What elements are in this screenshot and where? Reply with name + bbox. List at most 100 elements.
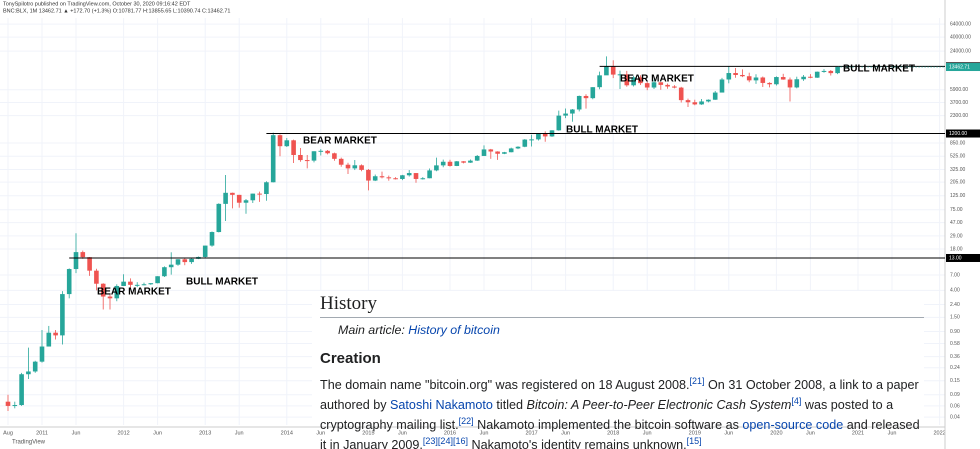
x-tick-label: 2022 [933, 430, 945, 436]
main-article: Main article: History of bitcoin [338, 323, 924, 337]
x-tick-label: Jun [643, 430, 652, 436]
ref[interactable]: [23][24][16] [422, 435, 468, 446]
candle-body [148, 283, 154, 285]
candle-body [563, 113, 568, 116]
x-tick-label: 2019 [689, 430, 701, 436]
price-tag [946, 63, 980, 72]
candle-body [73, 252, 79, 270]
candle-body [468, 160, 473, 163]
x-tick-label: Aug [3, 430, 13, 436]
x-tick-label: Jun [724, 430, 733, 436]
candle-body [794, 79, 800, 88]
candle-body [699, 101, 704, 105]
annotation: BULL MARKET [843, 64, 915, 75]
candle-body [610, 66, 616, 75]
x-tick-label: Jun [806, 430, 815, 436]
candle-body [454, 161, 460, 166]
candle-body [760, 77, 766, 83]
link[interactable]: History of bitcoin [408, 323, 500, 337]
candle-body [155, 276, 160, 284]
level-tag-label: 13.00 [949, 255, 962, 261]
candle-body [672, 86, 677, 88]
candle-body [66, 269, 72, 295]
candle-body [352, 165, 358, 169]
paragraph: The domain name "bitcoin.org" was regist… [320, 375, 924, 449]
candle-body [712, 92, 718, 100]
candle-body [141, 284, 147, 286]
candle-body [372, 176, 378, 181]
y-tick-label: 0.06 [950, 403, 960, 409]
candle-body [787, 79, 793, 88]
annotation: BULL MARKET [186, 277, 258, 288]
candle-body [270, 135, 276, 183]
candle-body [746, 76, 752, 81]
ref[interactable]: [22] [458, 415, 474, 426]
candle-body [740, 74, 745, 77]
candle-body [658, 82, 664, 85]
candle-body [576, 95, 582, 110]
candle-body [87, 257, 92, 271]
candle-body [379, 176, 385, 178]
x-tick-label: Jun [480, 430, 489, 436]
candle-body [345, 164, 351, 169]
candle-body [134, 284, 140, 286]
candle-body [406, 173, 412, 176]
candle-body [542, 133, 548, 137]
candle-body [719, 79, 725, 93]
y-tick-label: 0.04 [950, 414, 960, 420]
title: Bitcoin: A Peer-to-Peer Electronic Cash … [526, 398, 792, 412]
y-tick-label: 0.36 [950, 354, 960, 360]
link[interactable]: Satoshi Nakamoto [390, 398, 493, 412]
y-tick-label: 3700.00 [950, 100, 968, 106]
candle-body [359, 165, 364, 170]
y-tick-label: 7.00 [950, 272, 960, 278]
candle-body [332, 153, 337, 159]
candle-body [26, 371, 31, 375]
y-tick-label: 325.00 [950, 167, 966, 173]
ref[interactable]: [21] [689, 375, 705, 386]
candle-body [447, 161, 453, 166]
ref[interactable]: [15] [686, 435, 702, 446]
candle-body [583, 95, 589, 99]
candle-body [162, 267, 167, 277]
x-tick-label: Jun [316, 430, 325, 436]
candle-body [107, 296, 113, 299]
x-tick-label: 2011 [36, 430, 48, 436]
y-tick-label: 5900.00 [950, 87, 968, 93]
x-tick-label: Jun [235, 430, 244, 436]
candle-body [678, 87, 684, 101]
subheading: Creation [320, 350, 381, 367]
candle-body [502, 152, 507, 154]
candle-body [277, 135, 283, 147]
x-tick-label: 2018 [607, 430, 619, 436]
y-tick-label: 125.00 [950, 193, 966, 199]
candle-body [808, 76, 813, 78]
candle-body [216, 203, 222, 233]
x-tick-label: 2020 [770, 430, 782, 436]
text: Nakamoto implemented the bitcoin softwar… [473, 418, 743, 432]
candle-body [264, 182, 269, 195]
candle-body [366, 169, 371, 181]
x-tick-label: 2012 [117, 430, 129, 436]
candle-body [665, 84, 670, 87]
candle-body [420, 178, 426, 180]
candle-body [522, 139, 528, 147]
candle-body [400, 175, 405, 179]
y-tick-label: 24000.00 [950, 48, 971, 54]
candle-body [461, 161, 466, 163]
level-tag-label: 1200.00 [949, 131, 967, 137]
link[interactable]: open-source code [742, 418, 844, 432]
candle-body [386, 177, 392, 179]
candle-body [298, 154, 303, 161]
candle-body [53, 332, 58, 336]
y-tick-label: 2.40 [950, 302, 960, 308]
candle-body [202, 245, 208, 257]
candle-body [94, 270, 99, 284]
candle-body [597, 75, 602, 88]
text: The domain name "bitcoin.org" was regist… [320, 378, 690, 392]
candle-body [638, 77, 643, 84]
ref[interactable]: [4] [791, 395, 802, 406]
symbol-line: BNC:BLX, 1M 13462.71 ▲ +172.70 (+1.3%) O… [3, 8, 230, 14]
candle-body [651, 82, 657, 88]
footer: TradingView [12, 440, 46, 446]
